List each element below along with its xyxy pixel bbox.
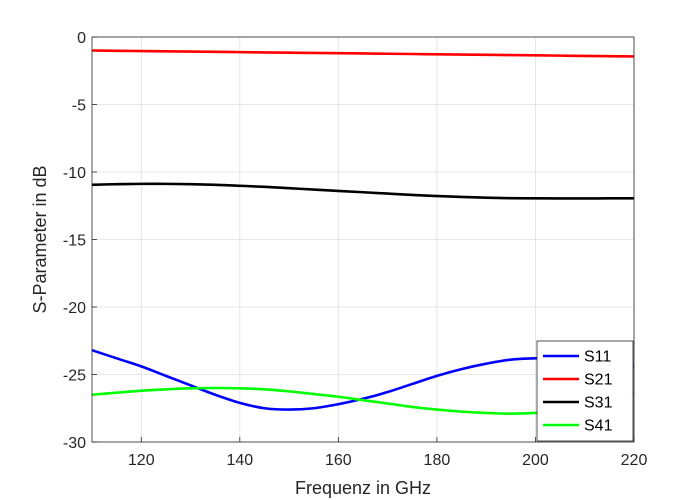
- x-tick-label: 220: [621, 452, 648, 469]
- legend-label-s11: S11: [584, 349, 611, 366]
- x-tick-label: 160: [325, 452, 352, 469]
- x-tick-label: 200: [522, 452, 549, 469]
- y-tick-label: -5: [72, 98, 86, 115]
- x-tick-label: 120: [128, 452, 155, 469]
- legend-label-s41: S41: [584, 418, 613, 435]
- y-tick-label: -25: [63, 368, 86, 385]
- y-tick-label: -10: [63, 165, 86, 182]
- ticks: 120 140 160 180 200 220 0 -5 -10 -15 -20 -25 -30: [63, 30, 648, 469]
- x-axis-label: Frequenz in GHz: [295, 478, 431, 498]
- x-tick-label: 180: [424, 452, 451, 469]
- y-tick-label: -20: [63, 300, 86, 317]
- y-tick-label: -15: [63, 233, 86, 250]
- series-line-s31: [91, 182, 635, 200]
- legend-label-s31: S31: [584, 395, 613, 412]
- legend-label-s21: S21: [584, 372, 613, 389]
- legend: S11 S21 S31 S41: [536, 340, 634, 442]
- y-tick-label: 0: [77, 30, 86, 47]
- y-axis-label: S-Parameter in dB: [30, 165, 50, 313]
- y-tick-label: -30: [63, 435, 86, 452]
- series-line-s21: [91, 49, 635, 58]
- x-tick-label: 140: [226, 452, 253, 469]
